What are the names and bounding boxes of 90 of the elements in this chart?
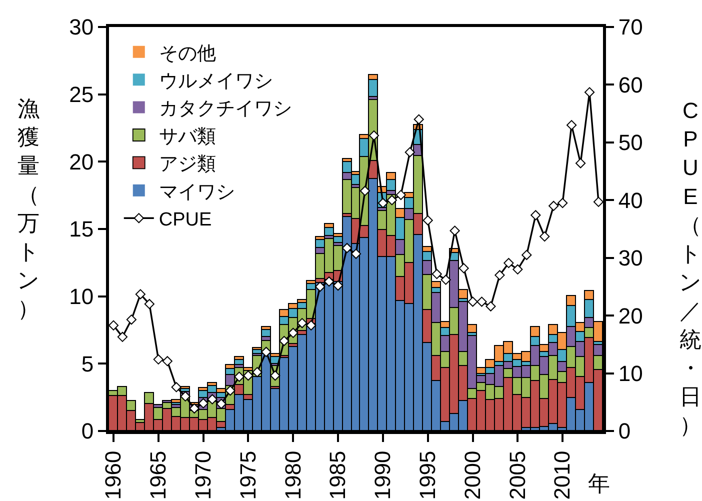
x-tick-label: 1995 — [415, 450, 440, 500]
point — [566, 120, 577, 130]
legend-label: サバ類 — [158, 126, 216, 148]
y-tick-label: 10 — [69, 284, 94, 310]
x-tick-label: 1965 — [146, 450, 171, 500]
point — [153, 354, 164, 364]
x-tick-label: 1970 — [190, 450, 216, 500]
point — [530, 210, 541, 220]
y2-tick-label: 40 — [618, 188, 643, 213]
point — [288, 328, 298, 338]
x-tick-label: 2010 — [550, 450, 575, 500]
point — [458, 263, 469, 274]
point — [396, 190, 406, 200]
legend-label: マイワシ — [158, 182, 235, 203]
point — [414, 114, 424, 124]
legend-label: ウルメイワシ — [158, 71, 273, 92]
point — [540, 231, 550, 242]
y2-tick-label: 30 — [618, 246, 643, 271]
point — [576, 158, 586, 168]
x-axis-title: 年 — [588, 471, 610, 496]
point — [108, 320, 119, 330]
point — [297, 318, 308, 328]
point — [270, 370, 280, 381]
y2-tick-label: 50 — [618, 130, 643, 156]
point — [180, 391, 190, 402]
point — [261, 346, 272, 357]
legend-label: カタクチイワシ — [158, 98, 292, 120]
legend-label: その他 — [158, 43, 216, 64]
point — [350, 248, 362, 259]
y2-tick-label: 20 — [618, 303, 643, 328]
point — [324, 276, 334, 287]
y2-tick-label: 60 — [618, 72, 643, 98]
point — [252, 367, 262, 378]
y2-tick-label: 10 — [618, 360, 643, 386]
x-tick-label: 2005 — [504, 450, 530, 500]
point — [368, 130, 380, 141]
point — [332, 280, 344, 291]
point — [440, 274, 451, 285]
point — [189, 403, 200, 414]
point — [144, 298, 154, 310]
point — [404, 147, 415, 158]
point — [135, 289, 146, 300]
x-tick-label: 1980 — [280, 450, 306, 500]
point — [342, 243, 352, 254]
y-tick-label: 30 — [69, 14, 94, 40]
point — [360, 186, 370, 196]
point — [171, 382, 182, 392]
y-tick-label: 25 — [69, 82, 94, 108]
point — [558, 198, 568, 208]
point — [378, 198, 388, 208]
point — [548, 200, 559, 211]
legend-label: CPUE — [158, 210, 212, 231]
legend-label: アジ類 — [158, 154, 216, 176]
y-tick-label: 0 — [81, 418, 94, 444]
point — [207, 394, 218, 404]
point — [468, 296, 478, 307]
point — [243, 370, 254, 381]
y2-tick-label: 0 — [618, 418, 631, 444]
point — [522, 250, 532, 260]
x-tick-label: 2000 — [460, 450, 485, 500]
point — [432, 268, 442, 280]
point — [593, 196, 604, 207]
x-tick-label: 1990 — [370, 450, 396, 500]
point — [476, 296, 487, 307]
y-tick-label: 15 — [69, 216, 94, 242]
y-tick-label: 5 — [81, 351, 94, 376]
point — [279, 336, 290, 346]
point — [504, 258, 514, 268]
point — [225, 386, 236, 396]
point — [162, 356, 172, 366]
point — [306, 320, 316, 330]
point — [494, 270, 505, 280]
text: CPUE（トン／統・日） — [679, 98, 702, 438]
bar — [261, 329, 271, 337]
point — [234, 372, 244, 382]
point — [584, 87, 595, 98]
point — [386, 195, 397, 206]
y-axis-title: 漁獲量（万トン） — [17, 96, 40, 322]
point — [512, 264, 523, 274]
point — [315, 282, 326, 292]
x-tick-label: 1960 — [100, 450, 126, 500]
point — [450, 226, 460, 236]
y-tick-label: 20 — [69, 149, 94, 174]
x-tick-label: 1985 — [325, 450, 350, 500]
point — [486, 301, 496, 312]
x-tick-label: 1975 — [235, 450, 260, 500]
y2-tick-label: 70 — [618, 14, 643, 40]
point — [422, 215, 433, 226]
point — [126, 314, 136, 325]
point — [117, 332, 128, 342]
